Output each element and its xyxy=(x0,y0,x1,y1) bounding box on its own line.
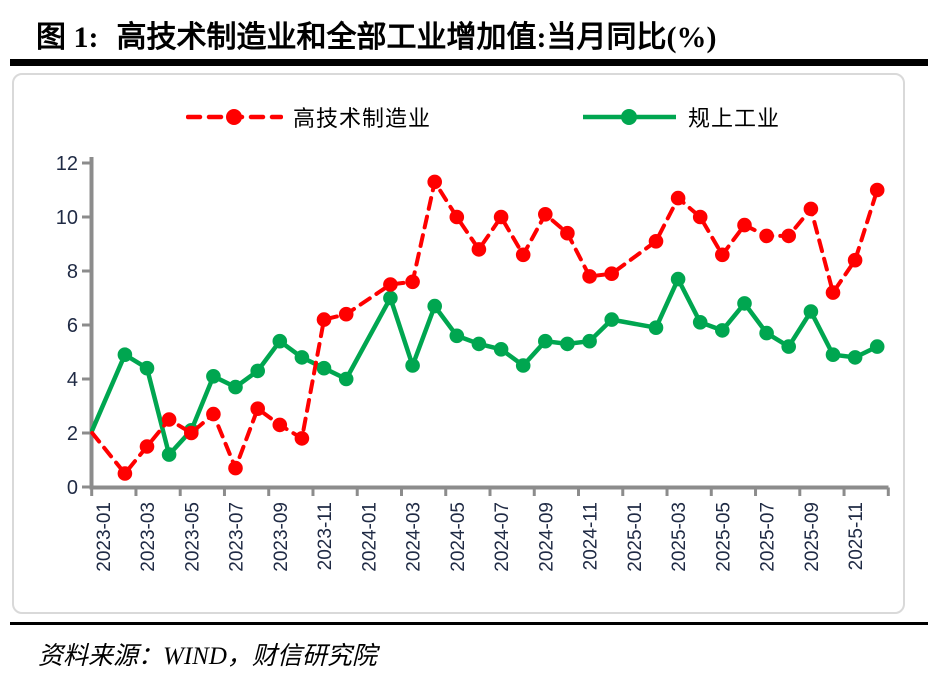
svg-text:0: 0 xyxy=(67,477,78,499)
svg-text:12: 12 xyxy=(56,153,78,175)
y-tick-labels: 0 2 4 6 8 10 12 xyxy=(56,153,78,499)
svg-text:2025-05: 2025-05 xyxy=(713,502,734,572)
figure-label: 图 1: xyxy=(36,21,99,54)
svg-text:2024-11: 2024-11 xyxy=(581,502,602,570)
svg-text:6: 6 xyxy=(67,315,78,337)
footer-divider xyxy=(10,622,928,625)
x-tick-labels: 2023-01 2023-03 2023-05 2023-07 2023-09 2023-… xyxy=(94,502,867,572)
series-hightech xyxy=(90,174,885,481)
svg-text:2023-07: 2023-07 xyxy=(227,502,248,572)
legend-label-hightech: 高技术制造业 xyxy=(293,106,432,131)
svg-text:2023-05: 2023-05 xyxy=(182,502,203,572)
svg-text:2023-01: 2023-01 xyxy=(94,502,115,572)
svg-text:2024-01: 2024-01 xyxy=(359,502,380,572)
axes xyxy=(89,157,889,490)
svg-text:2023-03: 2023-03 xyxy=(138,502,159,572)
svg-text:2025-01: 2025-01 xyxy=(625,502,646,572)
title-divider xyxy=(10,59,928,66)
legend-item-hightech: 高技术制造业 xyxy=(186,101,431,133)
series-industry xyxy=(89,271,885,462)
svg-text:2024-09: 2024-09 xyxy=(536,502,557,572)
axis-ticks xyxy=(82,161,890,496)
legend-label-industry: 规上工业 xyxy=(688,106,781,131)
svg-text:2023-09: 2023-09 xyxy=(271,502,292,572)
chart-legend: 高技术制造业 规上工业 xyxy=(186,101,780,133)
chart-panel xyxy=(12,73,905,614)
title-text: 高技术制造业和全部工业增加值:当月同比(%) xyxy=(116,21,717,54)
svg-text:8: 8 xyxy=(67,261,78,283)
svg-text:2024-07: 2024-07 xyxy=(492,502,513,572)
svg-text:2023-11: 2023-11 xyxy=(315,502,336,570)
source-text: 资料来源：WIND，财信研究院 xyxy=(38,643,377,670)
page-title: 图 1: 高技术制造业和全部工业增加值:当月同比(%) xyxy=(36,12,916,56)
svg-text:2025-11: 2025-11 xyxy=(846,502,867,570)
svg-text:10: 10 xyxy=(56,207,78,229)
svg-text:2: 2 xyxy=(67,423,78,445)
svg-text:2025-03: 2025-03 xyxy=(669,502,690,572)
svg-text:2025-09: 2025-09 xyxy=(802,502,823,572)
svg-text:2024-05: 2024-05 xyxy=(448,502,469,572)
svg-text:4: 4 xyxy=(67,369,78,391)
svg-text:2025-07: 2025-07 xyxy=(758,502,779,572)
dashed-line-marker-icon xyxy=(186,109,283,125)
legend-item-industry: 规上工业 xyxy=(581,101,780,133)
svg-text:2024-03: 2024-03 xyxy=(404,502,425,572)
solid-line-marker-icon xyxy=(583,109,677,125)
